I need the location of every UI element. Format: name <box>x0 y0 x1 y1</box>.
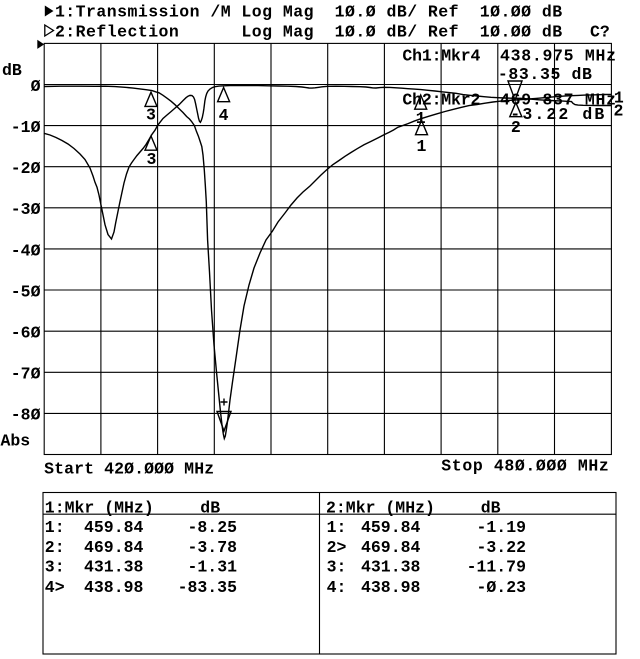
svg-text:459.84: 459.84 <box>84 518 144 537</box>
svg-text:3:: 3: <box>327 558 347 577</box>
svg-text:Ch2:Mkr2: Ch2:Mkr2 <box>402 90 480 109</box>
svg-text:2:Mkr (MHz): 2:Mkr (MHz) <box>326 498 435 517</box>
svg-text:1:: 1: <box>45 518 65 537</box>
svg-text:Start 42Ø.ØØØ MHz: Start 42Ø.ØØØ MHz <box>44 459 214 478</box>
svg-text:-8Ø: -8Ø <box>11 406 41 425</box>
svg-text:2: 2 <box>511 118 521 137</box>
svg-text:438.975 MHz: 438.975 MHz <box>500 47 616 66</box>
svg-text:3:: 3: <box>45 558 65 577</box>
svg-text:1: 1 <box>416 109 426 128</box>
svg-text:dB: dB <box>2 61 22 80</box>
svg-text:469.84: 469.84 <box>84 538 144 557</box>
svg-text:Stop 48Ø.ØØØ MHz: Stop 48Ø.ØØØ MHz <box>441 457 609 476</box>
svg-text:1: 1 <box>417 137 427 156</box>
svg-text:-2Ø: -2Ø <box>11 159 41 178</box>
svg-text:2: 2 <box>614 102 624 121</box>
svg-text:C?: C? <box>590 23 610 42</box>
svg-text:459.84: 459.84 <box>361 518 421 537</box>
svg-text:469.837 MHz: 469.837 MHz <box>500 90 616 109</box>
svg-text:431.38: 431.38 <box>361 558 421 577</box>
svg-text:-8.25: -8.25 <box>187 518 237 537</box>
svg-text:Ø: Ø <box>31 77 41 96</box>
svg-text:-1Ø: -1Ø <box>11 118 41 137</box>
svg-text:3: 3 <box>146 105 156 124</box>
svg-text:-5Ø: -5Ø <box>11 282 41 301</box>
svg-text:-1.31: -1.31 <box>187 558 237 577</box>
svg-text:4: 4 <box>219 106 229 125</box>
svg-text:2>: 2> <box>327 538 347 557</box>
svg-text:-Ø.23: -Ø.23 <box>476 578 526 597</box>
svg-text:4>: 4> <box>45 578 65 597</box>
svg-text:1: 1 <box>614 88 624 107</box>
svg-text:-6Ø: -6Ø <box>11 324 41 343</box>
svg-text:438.98: 438.98 <box>84 578 144 597</box>
svg-text:3: 3 <box>147 150 157 169</box>
svg-text:1:Transmission /M Log Mag 1Ø.: 1:Transmission /M Log Mag 1Ø.Ø dB/ Ref 1… <box>55 3 562 22</box>
svg-text:dB: dB <box>481 498 501 517</box>
svg-text:438.98: 438.98 <box>361 578 421 597</box>
svg-text:Ch1:Mkr4: Ch1:Mkr4 <box>402 47 480 66</box>
svg-text:469.84: 469.84 <box>361 538 421 557</box>
svg-text:-4Ø: -4Ø <box>11 241 41 260</box>
svg-text:dB: dB <box>200 498 220 517</box>
svg-text:2:: 2: <box>45 538 65 557</box>
svg-text:-3Ø: -3Ø <box>11 200 41 219</box>
svg-text:1:Mkr (MHz): 1:Mkr (MHz) <box>45 498 154 517</box>
svg-text:2:Reflection Log Mag 1Ø.: 2:Reflection Log Mag 1Ø.Ø dB/ Ref 1Ø.ØØ … <box>55 23 562 42</box>
svg-text:-7Ø: -7Ø <box>11 365 41 384</box>
svg-text:431.38: 431.38 <box>84 558 144 577</box>
svg-text:1:: 1: <box>327 518 347 537</box>
svg-text:-3.78: -3.78 <box>187 538 237 557</box>
svg-text:-1.19: -1.19 <box>476 518 526 537</box>
svg-text:-83.35 dB: -83.35 dB <box>498 65 592 84</box>
svg-text:-3.22: -3.22 <box>476 538 526 557</box>
svg-text:4:: 4: <box>327 578 347 597</box>
svg-text:-83.35: -83.35 <box>178 578 238 597</box>
svg-text:-11.79: -11.79 <box>467 558 526 577</box>
svg-text:Abs: Abs <box>1 431 31 450</box>
